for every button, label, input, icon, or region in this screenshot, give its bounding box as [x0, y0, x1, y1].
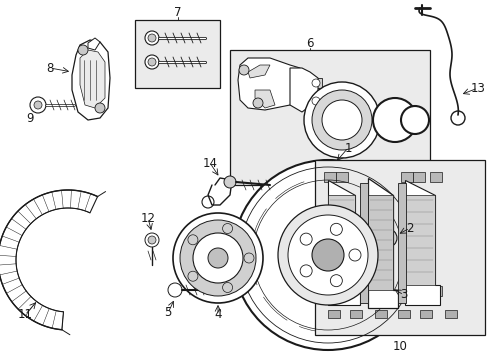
Circle shape	[187, 271, 198, 281]
Bar	[335, 284, 347, 294]
Polygon shape	[289, 68, 317, 112]
Circle shape	[148, 236, 156, 244]
Bar	[335, 172, 347, 182]
Circle shape	[278, 205, 377, 305]
Circle shape	[400, 106, 428, 134]
Circle shape	[321, 100, 361, 140]
Polygon shape	[0, 190, 98, 330]
Circle shape	[330, 223, 342, 235]
Bar	[135, 20, 220, 88]
Polygon shape	[359, 183, 367, 303]
Circle shape	[239, 65, 248, 75]
Circle shape	[145, 55, 159, 69]
Text: 8: 8	[46, 62, 54, 75]
Bar	[400, 172, 412, 182]
Circle shape	[30, 97, 46, 113]
Polygon shape	[367, 195, 392, 290]
Circle shape	[34, 101, 42, 109]
Bar	[324, 284, 335, 294]
Circle shape	[371, 272, 391, 292]
Bar	[397, 310, 409, 318]
Circle shape	[311, 239, 343, 271]
Circle shape	[244, 253, 253, 263]
Polygon shape	[72, 40, 110, 120]
Bar	[327, 310, 339, 318]
Bar	[314, 160, 484, 335]
Bar	[412, 286, 424, 296]
Polygon shape	[404, 195, 434, 285]
Circle shape	[232, 160, 422, 350]
Circle shape	[252, 98, 263, 108]
Text: 5: 5	[164, 306, 171, 320]
Text: 7: 7	[174, 5, 182, 18]
Circle shape	[287, 215, 367, 295]
Circle shape	[187, 235, 198, 245]
Circle shape	[78, 45, 88, 55]
Circle shape	[382, 233, 392, 243]
Circle shape	[330, 275, 342, 287]
Bar	[374, 310, 386, 318]
Polygon shape	[367, 178, 397, 308]
Circle shape	[180, 220, 256, 296]
Circle shape	[95, 103, 105, 113]
Text: 6: 6	[305, 36, 313, 50]
Polygon shape	[80, 50, 105, 108]
Bar	[419, 310, 431, 318]
Text: 14: 14	[202, 157, 217, 170]
Bar	[229, 50, 429, 185]
Circle shape	[300, 265, 311, 277]
Text: 4: 4	[214, 309, 221, 321]
Circle shape	[375, 276, 387, 288]
Bar	[400, 286, 412, 296]
Circle shape	[148, 58, 156, 66]
Circle shape	[145, 233, 159, 247]
Polygon shape	[404, 180, 439, 305]
Circle shape	[168, 283, 182, 297]
Bar	[429, 172, 441, 182]
Polygon shape	[247, 65, 269, 78]
Circle shape	[222, 283, 232, 292]
Circle shape	[148, 34, 156, 42]
Circle shape	[311, 97, 319, 105]
Circle shape	[193, 233, 243, 283]
Circle shape	[348, 249, 360, 261]
Polygon shape	[397, 183, 405, 303]
Polygon shape	[238, 58, 302, 110]
Circle shape	[300, 233, 311, 245]
Polygon shape	[327, 180, 359, 305]
Bar	[444, 310, 456, 318]
Polygon shape	[254, 90, 274, 108]
Polygon shape	[327, 195, 354, 285]
Circle shape	[378, 229, 396, 247]
Bar	[309, 78, 321, 88]
Circle shape	[173, 213, 263, 303]
Text: 11: 11	[18, 309, 32, 321]
Bar	[349, 310, 361, 318]
Circle shape	[311, 90, 371, 150]
Polygon shape	[88, 38, 100, 50]
Text: 3: 3	[400, 288, 407, 302]
Circle shape	[311, 79, 319, 87]
Bar	[429, 286, 441, 296]
Circle shape	[304, 82, 379, 158]
Text: 9: 9	[26, 112, 34, 125]
Circle shape	[207, 248, 227, 268]
Bar	[324, 172, 335, 182]
Circle shape	[145, 31, 159, 45]
Bar	[309, 96, 321, 106]
Text: 13: 13	[469, 81, 485, 95]
Text: 1: 1	[344, 141, 351, 154]
Circle shape	[222, 224, 232, 234]
Bar	[412, 172, 424, 182]
Text: 10: 10	[392, 339, 407, 352]
Text: 12: 12	[140, 212, 155, 225]
Circle shape	[372, 98, 416, 142]
Circle shape	[224, 176, 236, 188]
Text: 2: 2	[406, 221, 413, 234]
